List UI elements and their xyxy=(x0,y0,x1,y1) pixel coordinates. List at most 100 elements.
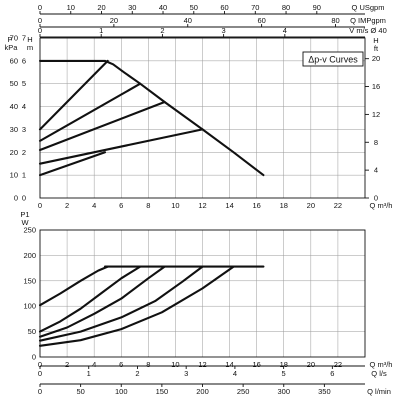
upper-x-axis-label: Q m³/h xyxy=(370,201,393,210)
bottom-axis-0-tick-0: 0 xyxy=(38,369,42,378)
lower-plot-frame xyxy=(39,229,366,358)
upper-kpa-tick-1: 10 xyxy=(10,171,18,180)
lower-w-label: W xyxy=(21,218,29,227)
upper-curve-0 xyxy=(38,151,107,177)
top-axis-0-tick-8: 80 xyxy=(282,3,290,12)
bottom-axis-0-tick-5: 5 xyxy=(282,369,286,378)
top-axis-1-tick-0: 0 xyxy=(38,16,42,25)
bottom-axis-1-tick-1: 50 xyxy=(76,387,84,396)
upper-x-tick-1: 2 xyxy=(65,201,69,210)
bottom-axis-1-tick-4: 200 xyxy=(196,387,209,396)
upper-curve-3 xyxy=(38,82,142,142)
lower-x-tick-8: 16 xyxy=(252,360,260,369)
bottom-axis-1-label: Q l/min xyxy=(367,387,391,396)
bottom-axis-0-tick-1: 1 xyxy=(87,369,91,378)
bottom-axis-0-tick-4: 4 xyxy=(233,369,237,378)
lower-x-axis-label: Q m³/h xyxy=(370,360,393,369)
upper-kpa-tick-2: 20 xyxy=(10,148,18,157)
top-axis-0-tick-0: 0 xyxy=(38,3,42,12)
lower-y-tick-4: 200 xyxy=(23,251,36,260)
lower-x-tick-7: 14 xyxy=(225,360,233,369)
top-axis-0-tick-5: 50 xyxy=(190,3,198,12)
upper-p-axis-label: P xyxy=(7,35,12,44)
bottom-axis-1-tick-3: 150 xyxy=(156,387,169,396)
upper-ft-tick-1: 4 xyxy=(374,166,378,175)
upper-kpa-tick-3: 30 xyxy=(10,125,18,134)
upper-x-tick-11: 22 xyxy=(334,201,342,210)
top-axis-2-tick-2: 2 xyxy=(160,26,164,35)
upper-kpa-tick-4: 40 xyxy=(10,102,18,111)
upper-m-tick-3: 3 xyxy=(22,125,26,134)
upper-x-tick-10: 20 xyxy=(307,201,315,210)
top-axis-2-label: V m/s Ø 40 xyxy=(349,26,387,35)
top-axis-1-tick-2: 40 xyxy=(184,16,192,25)
bottom-axis-0-tick-6: 6 xyxy=(330,369,334,378)
top-axis-1-tick-3: 60 xyxy=(257,16,265,25)
top-axis-0-tick-6: 60 xyxy=(220,3,228,12)
top-axis-0-tick-7: 70 xyxy=(251,3,259,12)
lower-y-tick-2: 100 xyxy=(23,302,36,311)
upper-ft-tick-2: 8 xyxy=(374,138,378,147)
lower-x-tick-2: 4 xyxy=(92,360,96,369)
upper-ft-tick-5: 20 xyxy=(372,54,380,63)
top-axis-2-tick-0: 0 xyxy=(38,26,42,35)
upper-curve-2 xyxy=(38,100,166,152)
upper-ft-tick-4: 16 xyxy=(372,82,380,91)
upper-curve-1 xyxy=(38,128,204,165)
upper-x-tick-5: 10 xyxy=(171,201,179,210)
upper-h-axis-label: H xyxy=(27,35,32,44)
lower-x-tick-5: 10 xyxy=(171,360,179,369)
top-axis-0-label: Q USgpm xyxy=(352,3,385,12)
top-axis-2-tick-4: 4 xyxy=(283,26,287,35)
top-axis-0-tick-9: 90 xyxy=(313,3,321,12)
top-axis-0-tick-1: 10 xyxy=(67,3,75,12)
lower-curve-0 xyxy=(38,265,109,307)
lower-x-tick-0: 0 xyxy=(38,360,42,369)
lower-x-tick-3: 6 xyxy=(119,360,123,369)
lower-y-tick-3: 150 xyxy=(23,276,36,285)
upper-m-tick-4: 4 xyxy=(22,102,26,111)
upper-m-tick-7: 7 xyxy=(22,34,26,43)
upper-x-tick-4: 8 xyxy=(146,201,150,210)
upper-right-h-label: H xyxy=(373,36,378,45)
top-axis-0-tick-4: 40 xyxy=(159,3,167,12)
upper-x-tick-6: 12 xyxy=(198,201,206,210)
top-axis-1-tick-4: 80 xyxy=(331,16,339,25)
upper-kpa-tick-0: 0 xyxy=(14,194,18,203)
lower-curve-3 xyxy=(38,265,204,342)
top-axis-1-tick-1: 20 xyxy=(110,16,118,25)
upper-m-unit-label: m xyxy=(27,43,33,52)
upper-kpa-tick-5: 50 xyxy=(10,79,18,88)
lower-curve-4 xyxy=(38,265,235,347)
upper-plot-frame xyxy=(39,37,366,199)
lower-curve-1 xyxy=(38,265,142,333)
bottom-axis-1-tick-6: 300 xyxy=(277,387,290,396)
lower-p1-label: P1 xyxy=(20,210,29,219)
lower-x-tick-4: 8 xyxy=(146,360,150,369)
top-axis-0-tick-3: 30 xyxy=(128,3,136,12)
top-axis-2-tick-1: 1 xyxy=(99,26,103,35)
lower-y-tick-1: 50 xyxy=(28,327,36,336)
lower-curve-2 xyxy=(38,265,166,338)
upper-ft-tick-0: 0 xyxy=(374,194,378,203)
upper-m-tick-2: 2 xyxy=(22,148,26,157)
upper-ft-tick-3: 12 xyxy=(372,110,380,119)
top-axis-2-tick-3: 3 xyxy=(222,26,226,35)
lower-x-tick-6: 12 xyxy=(198,360,206,369)
top-axis-1-label: Q IMPgpm xyxy=(350,16,386,25)
bottom-axis-0-label: Q l/s xyxy=(371,369,387,378)
bottom-axis-1-tick-7: 350 xyxy=(318,387,331,396)
bottom-axis-0-tick-3: 3 xyxy=(184,369,188,378)
upper-kpa-tick-6: 60 xyxy=(10,56,18,65)
upper-x-tick-8: 16 xyxy=(252,201,260,210)
lower-y-tick-5: 250 xyxy=(23,226,36,235)
upper-m-tick-0: 0 xyxy=(22,194,26,203)
bottom-axis-0-tick-2: 2 xyxy=(135,369,139,378)
upper-m-tick-5: 5 xyxy=(22,79,26,88)
upper-m-tick-1: 1 xyxy=(22,171,26,180)
upper-curve-5 xyxy=(38,59,265,177)
upper-kpa-tick-7: 70 xyxy=(10,34,18,43)
upper-x-tick-3: 6 xyxy=(119,201,123,210)
